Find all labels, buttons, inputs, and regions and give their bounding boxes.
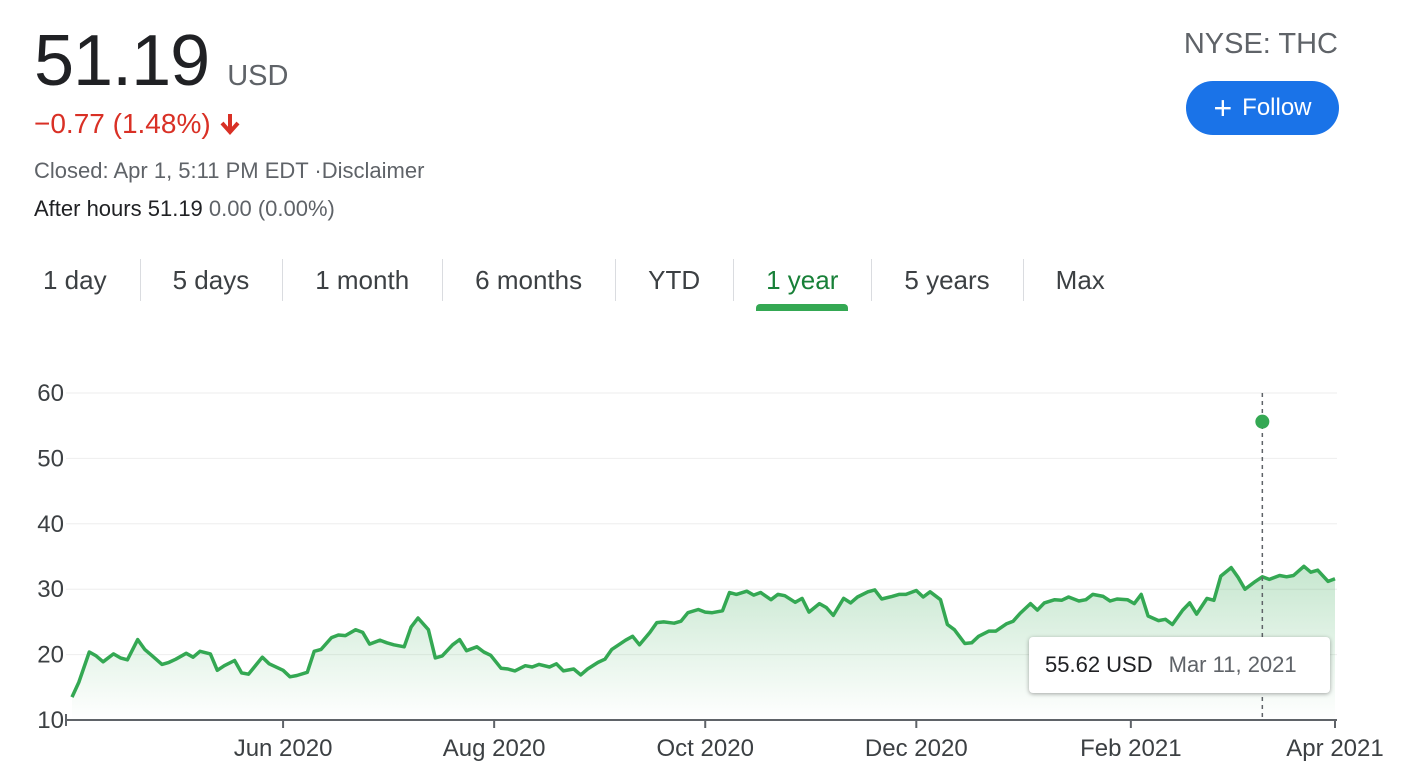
tooltip-date: Mar 11, 2021 bbox=[1168, 652, 1297, 677]
y-tick-label: 30 bbox=[37, 576, 64, 603]
price-change: −0.77 (1.48%) bbox=[34, 108, 241, 140]
tab-range-1-month[interactable]: 1 month bbox=[282, 255, 442, 305]
x-tick-label: Apr 2021 bbox=[1286, 735, 1383, 762]
highlight-point bbox=[1255, 414, 1270, 429]
x-tick-label: Dec 2020 bbox=[865, 735, 968, 762]
price-change-value: −0.77 (1.48%) bbox=[34, 108, 211, 139]
tab-range-5-days[interactable]: 5 days bbox=[139, 255, 283, 305]
price-chart: 10 20 30 40 50 60 Jun 2020 Aug 2020 Oct 2020 Dec … bbox=[37, 380, 1383, 762]
tab-range-1-day[interactable]: 1 day bbox=[43, 265, 107, 295]
after-hours-price: 51.19 bbox=[147, 196, 203, 221]
exchange-ticker: NYSE: THC bbox=[1183, 28, 1338, 60]
after-hours: After hours 51.19 0.00 (0.00%) bbox=[34, 196, 335, 222]
range-tabs: 1 day 5 days 1 month 6 months YTD 1 year 5 yea… bbox=[10, 255, 1138, 311]
y-tick-label: 40 bbox=[37, 511, 64, 538]
price-line bbox=[70, 564, 1336, 698]
chart-tooltip: 55.62 USD Mar 11, 2021 bbox=[1029, 637, 1330, 693]
price-area bbox=[72, 566, 1335, 720]
tab-range-max[interactable]: Max bbox=[1022, 255, 1138, 305]
follow-label: Follow bbox=[1242, 94, 1312, 121]
y-tick-label: 50 bbox=[37, 445, 64, 472]
closed-status: Closed: Apr 1, 5:11 PM EDT ·Disclaimer bbox=[34, 158, 425, 183]
tab-range-5-years[interactable]: 5 years bbox=[871, 255, 1022, 305]
tooltip-value: 55.62 USD bbox=[1045, 652, 1153, 677]
after-hours-change: 0.00 (0.00%) bbox=[208, 196, 335, 221]
tab-range-1-year[interactable]: 1 year bbox=[733, 255, 871, 311]
y-tick-label: 10 bbox=[37, 707, 64, 734]
price-header: 51.19 USD bbox=[34, 18, 288, 104]
x-tick-label: Feb 2021 bbox=[1080, 735, 1181, 762]
x-tick-label: Oct 2020 bbox=[657, 735, 754, 762]
tab-range-ytd[interactable]: YTD bbox=[615, 255, 733, 305]
y-tick-label: 60 bbox=[37, 380, 64, 407]
currency-label: USD bbox=[227, 60, 289, 92]
follow-button[interactable]: + Follow bbox=[1186, 81, 1339, 135]
y-tick-label: 20 bbox=[37, 642, 64, 669]
x-tick-label: Aug 2020 bbox=[443, 735, 546, 762]
after-hours-label: After hours bbox=[34, 196, 142, 221]
plus-icon: + bbox=[1213, 90, 1233, 126]
x-tick-label: Jun 2020 bbox=[234, 735, 333, 762]
arrow-down-icon bbox=[220, 114, 240, 136]
tab-range-6-months[interactable]: 6 months bbox=[442, 255, 615, 305]
current-price: 51.19 bbox=[34, 21, 210, 101]
